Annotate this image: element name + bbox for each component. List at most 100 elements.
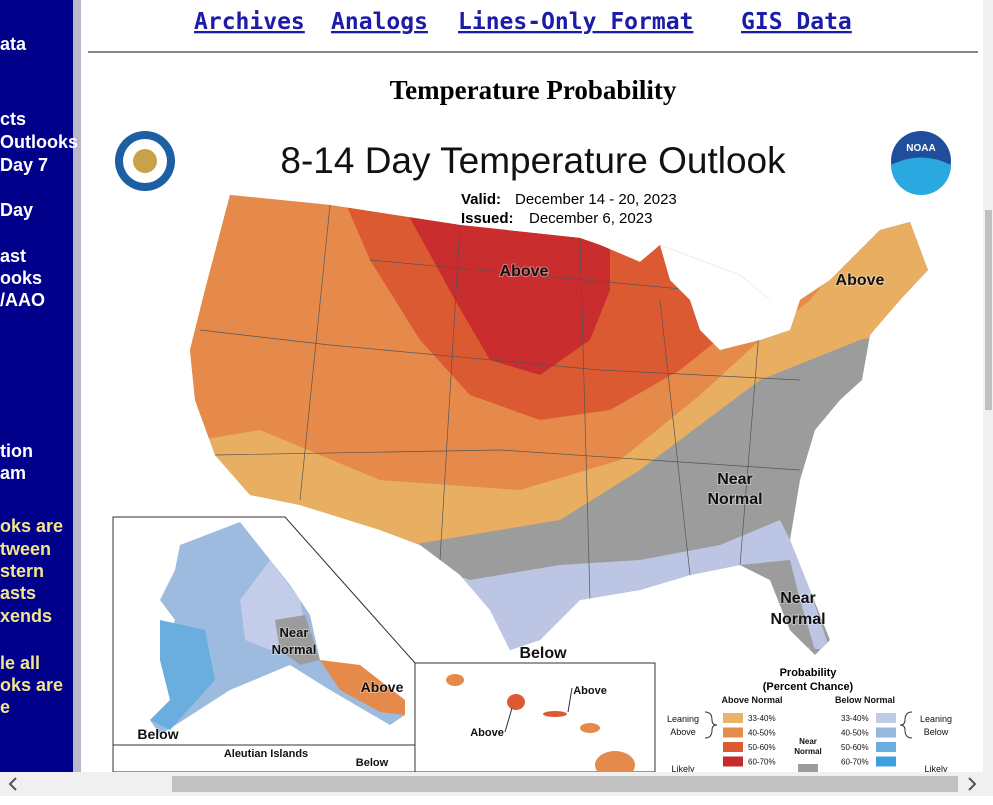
- legend-text: Leaning: [667, 714, 699, 724]
- sidebar-link[interactable]: Outlooks: [0, 132, 78, 152]
- h-scroll-thumb[interactable]: [172, 776, 958, 792]
- map-title: 8-14 Day Temperature Outlook: [280, 140, 786, 181]
- link[interactable]: Lines-Only Format: [458, 9, 693, 35]
- valid-label: Valid:: [461, 191, 501, 208]
- logo-left-seal: [133, 149, 157, 173]
- legend-range: 60-70%: [841, 758, 869, 767]
- sidebar-shadow: [73, 0, 81, 772]
- legend-range: 40-50%: [748, 729, 776, 738]
- legend-text: Above: [670, 727, 696, 737]
- map-label: Near: [280, 625, 309, 640]
- alaska-above: [320, 660, 405, 715]
- map-label: Below: [519, 645, 567, 662]
- sidebar-link[interactable]: ooks: [0, 268, 42, 288]
- map-label: Aleutian Islands: [224, 748, 308, 760]
- aleutian-inset: [112, 744, 416, 773]
- sidebar-link[interactable]: oks are: [0, 675, 63, 695]
- great-lakes: [660, 245, 800, 350]
- legend-swatch: [876, 742, 896, 752]
- sidebar-link[interactable]: Day: [0, 200, 33, 220]
- island: [580, 723, 600, 733]
- leader-lines: [504, 687, 573, 733]
- legend-swatch: [876, 713, 896, 723]
- map-label: Near: [717, 471, 753, 488]
- heading: Temperature Probability: [390, 75, 677, 105]
- sidebar-link[interactable]: e: [0, 697, 10, 717]
- legend-range: 50-60%: [748, 743, 776, 752]
- sidebar-link[interactable]: le all: [0, 653, 40, 673]
- sidebar-link[interactable]: tween: [0, 539, 51, 559]
- map-label: Normal: [707, 491, 762, 508]
- legend-swatch: [876, 727, 896, 738]
- brace: [704, 711, 718, 739]
- legend-title: Probability: [780, 667, 838, 679]
- map-label: Above: [500, 263, 549, 280]
- alaska-near: [275, 615, 320, 665]
- map-label: Near: [780, 590, 816, 607]
- sidebar-link[interactable]: oks are: [0, 516, 63, 536]
- legend-subtitle: (Percent Chance): [763, 681, 854, 693]
- link[interactable]: Archives: [194, 9, 305, 35]
- v-scroll-thumb[interactable]: [985, 210, 992, 410]
- conus-map: [190, 195, 928, 655]
- legend-text: Near: [799, 737, 817, 746]
- valid: December 14 - 20, 2023: [515, 191, 677, 208]
- legend-swatch: [798, 764, 818, 774]
- above-60-area: [400, 200, 610, 375]
- map-label: Above: [573, 685, 607, 697]
- sidebar-link[interactable]: stern: [0, 561, 44, 581]
- sidebar-link[interactable]: asts: [0, 583, 36, 603]
- brace: [899, 711, 913, 739]
- legend-swatch: [723, 727, 743, 738]
- issued-label: Issued:: [461, 210, 514, 227]
- sidebar: [0, 0, 73, 772]
- map-label: Below: [137, 726, 178, 742]
- scroll-right[interactable]: [968, 777, 977, 791]
- map-label: Below: [356, 757, 389, 769]
- legend-text: Normal: [794, 747, 822, 756]
- logo-right-text: NOAA: [906, 143, 935, 154]
- legend-swatch: [876, 756, 896, 767]
- legend-text: Leaning: [920, 714, 952, 724]
- sidebar-link[interactable]: cts: [0, 109, 26, 129]
- legend-swatch: [723, 756, 743, 767]
- map-label: Above: [836, 272, 885, 289]
- island: [446, 674, 464, 686]
- legend-swatch: [723, 713, 743, 723]
- sidebar-link[interactable]: Day 7: [0, 155, 48, 175]
- legend-range: 33-40%: [841, 714, 869, 723]
- legend-rows: 33-40% 40-50% 50-60% 60-70% 33-40% 40-50% 50-6…: [723, 713, 896, 767]
- link[interactable]: Analogs: [331, 9, 428, 35]
- sidebar-link[interactable]: am: [0, 463, 26, 483]
- island: [543, 711, 567, 717]
- logo-right-wave: [891, 157, 951, 195]
- legend-header: Below Normal: [835, 695, 895, 705]
- legend-range: 50-60%: [841, 743, 869, 752]
- sidebar-link[interactable]: tion: [0, 441, 33, 461]
- legend-swatch: [723, 742, 743, 752]
- map-label: Normal: [770, 611, 825, 628]
- legend-text: Likely: [924, 764, 948, 774]
- sidebar-link[interactable]: /AAO: [0, 290, 45, 310]
- map-label: Normal: [272, 642, 317, 657]
- legend-range: 33-40%: [748, 714, 776, 723]
- map-label: Above: [361, 679, 404, 695]
- legend-header: Above Normal: [721, 695, 782, 705]
- sidebar-link[interactable]: xends: [0, 606, 52, 626]
- legend-text: Likely: [671, 764, 695, 774]
- legend-text: Below: [924, 727, 949, 737]
- state-lines: [199, 204, 801, 601]
- island: [507, 694, 525, 710]
- link[interactable]: GIS Data: [741, 9, 852, 35]
- map-label: Above: [470, 727, 504, 739]
- scroll-left[interactable]: [8, 777, 17, 791]
- alaska-below-50: [150, 620, 215, 730]
- sidebar-link[interactable]: ast: [0, 246, 26, 266]
- legend-range: 40-50%: [841, 729, 869, 738]
- legend-range: 60-70%: [748, 758, 776, 767]
- issued: December 6, 2023: [529, 210, 652, 227]
- sidebar-link[interactable]: ata: [0, 34, 27, 54]
